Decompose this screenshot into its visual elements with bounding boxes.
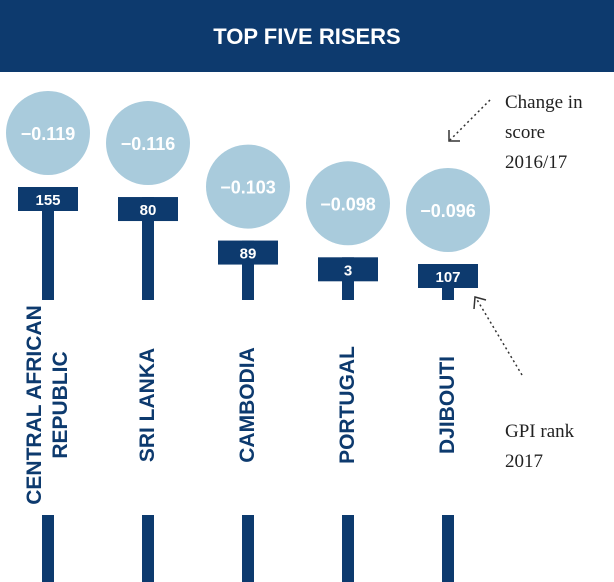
score-circle	[406, 168, 490, 252]
arrow-head	[448, 130, 460, 142]
value-label: −0.103	[220, 178, 276, 198]
rank-label: 80	[140, 202, 157, 219]
country-label: CAMBODIA	[236, 347, 259, 463]
stem-lower	[442, 515, 454, 582]
country-label: SRI LANKA	[136, 347, 159, 463]
value-label: −0.116	[121, 134, 176, 154]
value-label: −0.119	[21, 124, 76, 144]
arrow-head	[473, 296, 487, 310]
arrow-line	[449, 99, 491, 141]
stem	[142, 197, 154, 300]
rank-box	[18, 187, 78, 211]
country-label: DJIBOUTI	[436, 356, 459, 455]
stem-lower	[42, 515, 54, 582]
annotation: Change in score 2016/17	[505, 92, 583, 173]
score-circle	[6, 91, 90, 175]
score-circle	[106, 101, 190, 186]
rank-label: 107	[435, 269, 460, 286]
rank-box	[418, 264, 478, 288]
arrow-line	[475, 297, 523, 376]
annotation: GPI rank 2017	[505, 421, 575, 472]
chart-title: TOP FIVE RISERS	[213, 24, 400, 49]
arrows	[448, 99, 523, 376]
value-label: −0.098	[320, 194, 376, 214]
score-circle	[206, 144, 290, 229]
stem-lower	[142, 515, 154, 582]
stem-lower	[342, 515, 354, 582]
stem	[42, 187, 54, 300]
country-label: PORTUGAL	[336, 346, 359, 464]
country-label: CENTRAL AFRICAN REPUBLIC	[23, 305, 72, 505]
rank-label: 3	[344, 262, 352, 279]
rank-box	[118, 197, 178, 222]
score-circle	[306, 161, 390, 246]
rank-box	[318, 257, 378, 282]
stem-lower	[242, 515, 254, 582]
rank-label: 89	[240, 246, 257, 263]
rank-box	[218, 240, 278, 265]
rank-label: 155	[35, 192, 60, 209]
title-band	[0, 0, 614, 72]
value-label: −0.096	[420, 201, 476, 221]
